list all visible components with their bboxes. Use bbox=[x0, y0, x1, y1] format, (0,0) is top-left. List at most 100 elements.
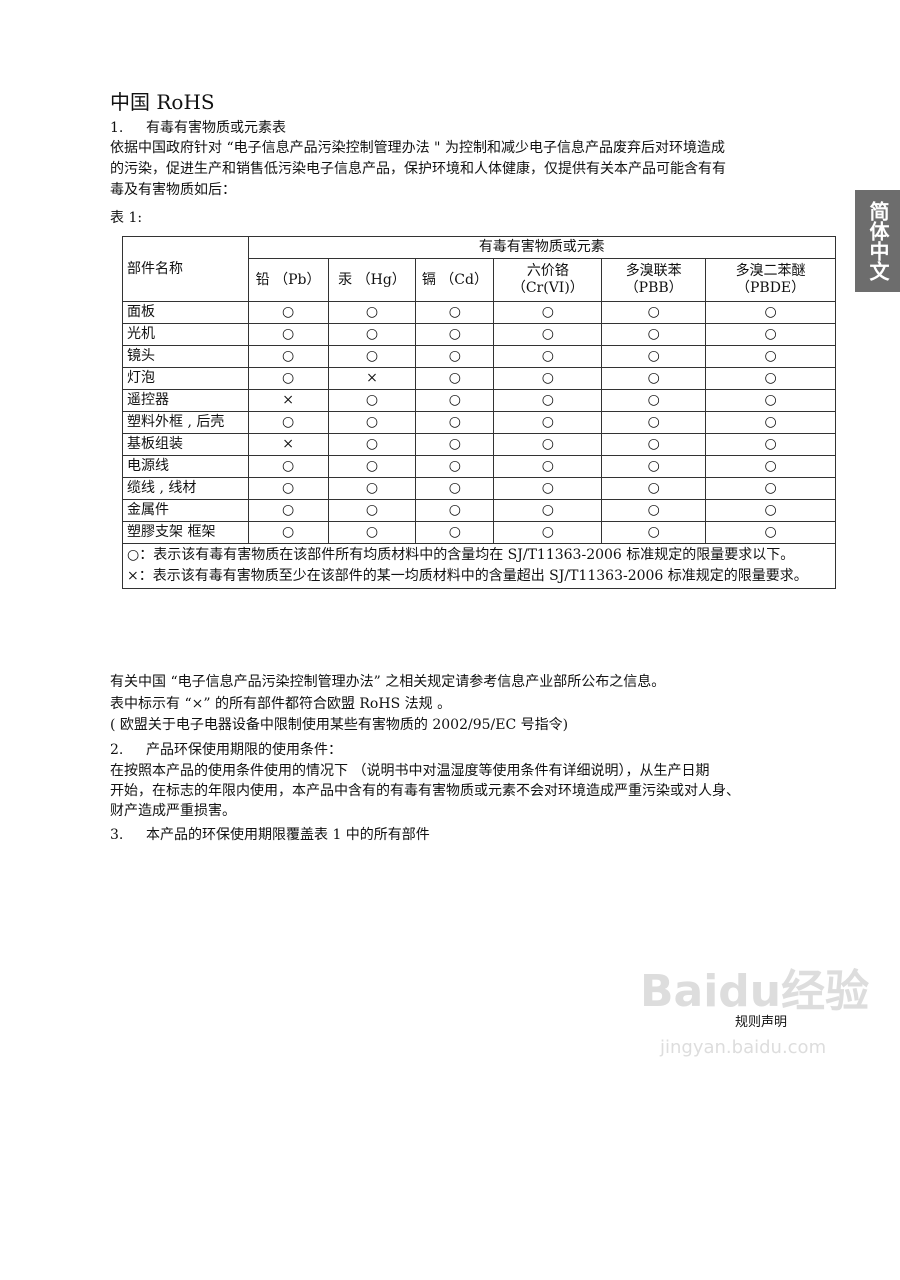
substance-mark: ○ bbox=[705, 323, 836, 346]
substance-mark: ○ bbox=[415, 433, 495, 456]
substance-mark: ○ bbox=[415, 455, 495, 478]
section-1-para-line: 毒及有害物质如后： bbox=[110, 182, 236, 198]
substance-mark: ○ bbox=[493, 521, 603, 544]
group-header: 有毒有害物质或元素 bbox=[247, 236, 837, 259]
substance-mark: ○ bbox=[601, 499, 707, 522]
substance-mark: ○ bbox=[327, 345, 417, 368]
part-name: 面板 bbox=[122, 301, 249, 324]
column-header: 镉 （Cd） bbox=[415, 258, 495, 302]
section-2-para-line: 财产造成严重损害。 bbox=[110, 803, 236, 819]
part-name: 镜头 bbox=[122, 345, 249, 368]
footer-link[interactable]: 规则声明 bbox=[735, 1015, 788, 1030]
table-row: 镜头 ○ ○ ○ ○ ○ ○ bbox=[122, 345, 836, 368]
baidu-watermark: Baidu经验 jingyan.baidu.com bbox=[640, 966, 870, 1058]
substance-mark: ○ bbox=[705, 433, 836, 456]
substance-mark: ○ bbox=[705, 389, 836, 412]
table-row: 电源线 ○ ○ ○ ○ ○ ○ bbox=[122, 455, 836, 478]
substance-mark: ○ bbox=[601, 389, 707, 412]
substance-mark: ○ bbox=[601, 411, 707, 434]
table-row: 面板 ○ ○ ○ ○ ○ ○ bbox=[122, 301, 836, 324]
substance-mark: ○ bbox=[705, 367, 836, 390]
substance-mark: ○ bbox=[705, 521, 836, 544]
substance-mark: ○ bbox=[247, 345, 329, 368]
substance-mark: ○ bbox=[327, 477, 417, 500]
substance-mark: ○ bbox=[493, 389, 603, 412]
section-1-heading: 1. 有毒有害物质或元素表 bbox=[110, 120, 286, 136]
table-row: 遥控器 × ○ ○ ○ ○ ○ bbox=[122, 389, 836, 412]
substance-mark: ○ bbox=[705, 301, 836, 324]
table-row: 塑料外框 , 后壳 ○ ○ ○ ○ ○ ○ bbox=[122, 411, 836, 434]
substance-mark: ○ bbox=[601, 367, 707, 390]
substance-mark: ○ bbox=[327, 433, 417, 456]
substance-mark: ○ bbox=[705, 455, 836, 478]
table-row: 塑膠支架 框架 ○ ○ ○ ○ ○ ○ bbox=[122, 521, 836, 544]
column-header: 多溴二苯醚 （PBDE） bbox=[705, 258, 836, 302]
table-row: 光机 ○ ○ ○ ○ ○ ○ bbox=[122, 323, 836, 346]
column-header: 铅 （Pb） bbox=[247, 258, 329, 302]
language-tab: 简体中文 bbox=[855, 190, 900, 292]
substance-mark: ○ bbox=[493, 477, 603, 500]
substance-mark: ○ bbox=[601, 477, 707, 500]
substance-mark: ○ bbox=[415, 301, 495, 324]
substance-mark: ○ bbox=[247, 521, 329, 544]
substance-mark: ○ bbox=[705, 499, 836, 522]
note-cross: ×：表示该有毒有害物质至少在该部件的某一均质材料中的含量超出 SJ/T11363… bbox=[127, 568, 808, 584]
table-row: 基板组装 × ○ ○ ○ ○ ○ bbox=[122, 433, 836, 456]
column-header: 多溴联苯 （PBB） bbox=[601, 258, 707, 302]
part-name: 灯泡 bbox=[122, 367, 249, 390]
substance-mark: ○ bbox=[493, 411, 603, 434]
substance-mark: ○ bbox=[493, 345, 603, 368]
substance-mark: ○ bbox=[327, 301, 417, 324]
after-table-line: ( 欧盟关于电子电器设备中限制使用某些有害物质的 2002/95/EC 号指令) bbox=[110, 717, 569, 733]
table-row: 缆线 , 线材 ○ ○ ○ ○ ○ ○ bbox=[122, 477, 836, 500]
section-1-para-line: 依据中国政府针对 “电子信息产品污染控制管理办法 " 为控制和减少电子信息产品废… bbox=[110, 140, 725, 156]
substance-mark: ○ bbox=[327, 389, 417, 412]
substance-mark: ○ bbox=[415, 521, 495, 544]
substance-mark: ○ bbox=[415, 367, 495, 390]
substance-mark: ○ bbox=[327, 455, 417, 478]
part-name: 塑膠支架 框架 bbox=[122, 521, 249, 544]
substance-mark: ○ bbox=[493, 433, 603, 456]
substance-mark: × bbox=[327, 367, 417, 390]
substance-mark: ○ bbox=[415, 389, 495, 412]
substance-mark: ○ bbox=[493, 323, 603, 346]
section-2-heading: 2. 产品环保使用期限的使用条件： bbox=[110, 742, 342, 758]
substance-mark: ○ bbox=[247, 499, 329, 522]
table-label: 表 1: bbox=[110, 210, 143, 226]
substance-mark: ○ bbox=[493, 455, 603, 478]
substance-mark: ○ bbox=[601, 521, 707, 544]
part-name: 塑料外框 , 后壳 bbox=[122, 411, 249, 434]
substance-mark: ○ bbox=[247, 455, 329, 478]
substance-mark: ○ bbox=[415, 499, 495, 522]
note-circle: ○：表示该有毒有害物质在该部件所有均质材料中的含量均在 SJ/T11363-20… bbox=[127, 547, 795, 563]
substance-table: 部件名称 有毒有害物质或元素铅 （Pb）汞 （Hg）镉 （Cd） 六价铬 （Cr(V… bbox=[122, 236, 837, 589]
column-header: 六价铬 （Cr(VI)） bbox=[493, 258, 603, 302]
part-header: 部件名称 bbox=[122, 236, 249, 302]
part-name: 电源线 bbox=[122, 455, 249, 478]
section-1-para-line: 的污染，促进生产和销售低污染电子信息产品，保护环境和人体健康，仅提供有关本产品可… bbox=[110, 161, 726, 177]
substance-mark: ○ bbox=[493, 499, 603, 522]
substance-mark: ○ bbox=[327, 499, 417, 522]
part-name: 遥控器 bbox=[122, 389, 249, 412]
substance-mark: ○ bbox=[327, 323, 417, 346]
table-notes: ○：表示该有毒有害物质在该部件所有均质材料中的含量均在 SJ/T11363-20… bbox=[122, 543, 836, 589]
substance-mark: ○ bbox=[705, 477, 836, 500]
part-name: 缆线 , 线材 bbox=[122, 477, 249, 500]
substance-mark: ○ bbox=[247, 411, 329, 434]
substance-mark: ○ bbox=[601, 301, 707, 324]
section-3-heading: 3. 本产品的环保使用期限覆盖表 1 中的所有部件 bbox=[110, 827, 430, 843]
part-name: 金属件 bbox=[122, 499, 249, 522]
substance-mark: ○ bbox=[247, 301, 329, 324]
column-header: 汞 （Hg） bbox=[327, 258, 417, 302]
part-name: 光机 bbox=[122, 323, 249, 346]
substance-mark: ○ bbox=[247, 367, 329, 390]
page-title: 中国 RoHS bbox=[110, 90, 215, 114]
substance-mark: ○ bbox=[705, 345, 836, 368]
section-2-para-line: 在按照本产品的使用条件使用的情况下 （说明书中对温湿度等使用条件有详细说明），从… bbox=[110, 763, 710, 779]
after-table-line: 有关中国 “电子信息产品污染控制管理办法” 之相关规定请参考信息产业部所公布之信… bbox=[110, 674, 666, 690]
section-2-para-line: 开始，在标志的年限内使用，本产品中含有的有毒有害物质或元素不会对环境造成严重污染… bbox=[110, 783, 740, 799]
substance-mark: ○ bbox=[327, 521, 417, 544]
substance-mark: ○ bbox=[601, 455, 707, 478]
substance-mark: ○ bbox=[327, 411, 417, 434]
